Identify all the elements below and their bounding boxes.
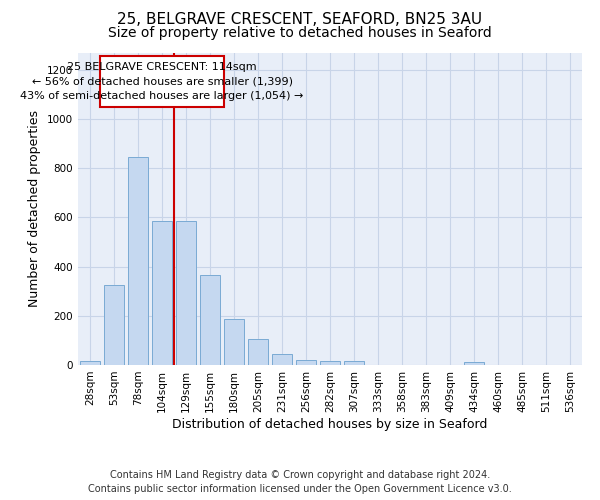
Bar [224, 320, 244, 365]
X-axis label: Distribution of detached houses by size in Seaford: Distribution of detached houses by size … [172, 418, 488, 430]
Bar [200, 275, 220, 365]
Text: 25 BELGRAVE CRESCENT: 114sqm
← 56% of detached houses are smaller (1,399)
43% of: 25 BELGRAVE CRESCENT: 114sqm ← 56% of de… [20, 62, 304, 101]
Bar [152, 221, 172, 365]
Bar [320, 360, 340, 365]
Bar [344, 362, 364, 365]
Text: Contains HM Land Registry data © Crown copyright and database right 2024.
Contai: Contains HM Land Registry data © Crown c… [88, 470, 512, 494]
Bar [248, 339, 268, 365]
Text: 25, BELGRAVE CRESCENT, SEAFORD, BN25 3AU: 25, BELGRAVE CRESCENT, SEAFORD, BN25 3AU [118, 12, 482, 28]
Bar [464, 362, 484, 365]
Bar [296, 360, 316, 365]
Bar [128, 157, 148, 365]
Y-axis label: Number of detached properties: Number of detached properties [28, 110, 41, 307]
Bar [176, 221, 196, 365]
Bar [80, 362, 100, 365]
Text: Size of property relative to detached houses in Seaford: Size of property relative to detached ho… [108, 26, 492, 40]
Bar [272, 354, 292, 365]
FancyBboxPatch shape [100, 56, 224, 106]
Bar [104, 285, 124, 365]
